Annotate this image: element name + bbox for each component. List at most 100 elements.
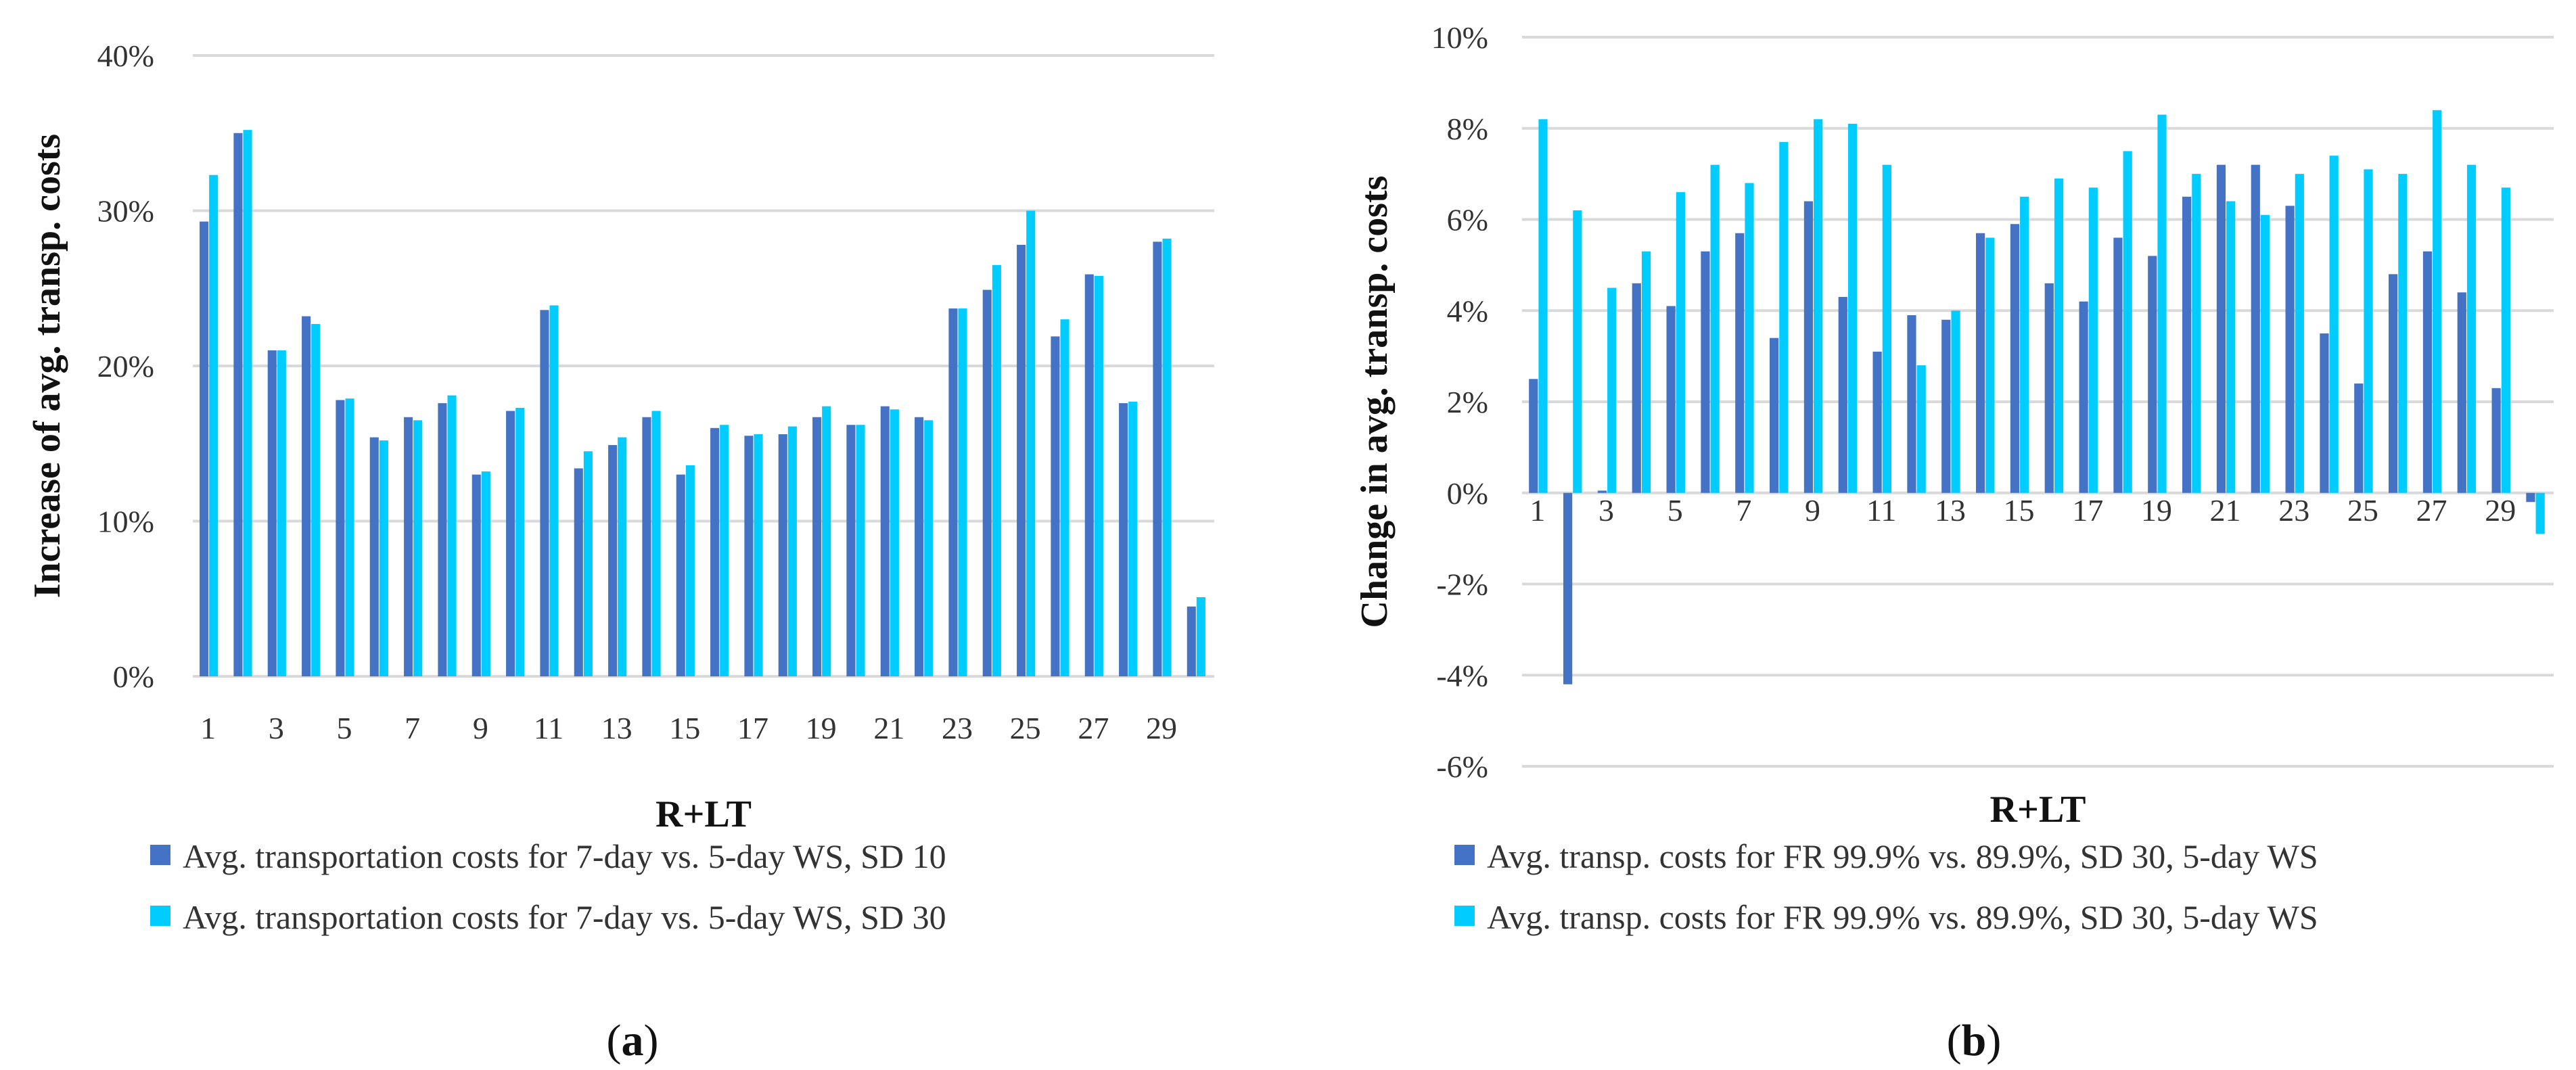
chart-b-bar-s2-cat3 xyxy=(1607,287,1617,493)
chart-a-bar-s2-cat20 xyxy=(856,425,865,676)
chart-b-bar-s2-cat26 xyxy=(2398,174,2408,493)
chart-a-x-tick-label: 13 xyxy=(601,711,632,745)
chart-a-legend-label-2: Avg. transportation costs for 7-day vs. … xyxy=(183,898,946,936)
chart-a-bar-s2-cat21 xyxy=(890,409,899,676)
chart-b-bar-s2-cat10 xyxy=(1847,124,1858,493)
chart-a-x-tick-label: 9 xyxy=(473,711,488,745)
chart-b-bar-s1-cat14 xyxy=(1976,233,1985,493)
chart-a-x-axis-title: R+LT xyxy=(656,793,752,835)
chart-b-x-tick-label: 13 xyxy=(1935,493,1966,528)
chart-b-bar-s2-cat20 xyxy=(2192,174,2201,493)
chart-b-y-tick-label: 10% xyxy=(1431,20,1488,55)
chart-b-y-tick-label: -4% xyxy=(1436,658,1488,693)
chart-a-bar-s2-cat22 xyxy=(924,420,934,676)
chart-a-bar-s2-cat5 xyxy=(345,398,354,676)
chart-b-bar-s2-cat24 xyxy=(2329,156,2339,493)
chart-b-bar-s2-cat28 xyxy=(2466,164,2477,493)
chart-a-x-tick-label: 7 xyxy=(405,711,420,745)
chart-b-bar-s2-cat11 xyxy=(1882,164,1891,493)
chart-a-bar-s1-cat7 xyxy=(404,417,413,676)
chart-b-bar-s1-cat2 xyxy=(1563,492,1573,684)
chart-b-x-tick-label: 3 xyxy=(1598,493,1614,528)
chart-a-bar-s2-cat6 xyxy=(379,440,388,676)
chart-a-bars xyxy=(200,130,1205,677)
chart-a-bar-s2-cat24 xyxy=(992,264,1001,676)
chart-a-bar-s2-cat30 xyxy=(1196,597,1205,676)
chart-b-bar-s2-cat15 xyxy=(2020,196,2029,493)
chart-b-legend-swatch-2 xyxy=(1454,906,1475,926)
chart-a-bar-s2-cat18 xyxy=(787,426,797,676)
chart-a-y-axis-title: Increase of avg. transp. costs xyxy=(26,134,68,598)
chart-b-bar-s2-cat1 xyxy=(1538,119,1548,493)
chart-b-x-tick-label: 9 xyxy=(1805,493,1820,528)
chart-b-bar-s1-cat10 xyxy=(1838,297,1847,493)
chart-a-bar-s2-cat25 xyxy=(1026,210,1036,676)
chart-b-bar-s2-cat25 xyxy=(2364,169,2373,493)
chart-a-bar-s2-cat29 xyxy=(1162,238,1172,676)
chart-b-x-tick-label: 15 xyxy=(2004,493,2035,528)
chart-a-bar-s2-cat9 xyxy=(481,471,490,676)
chart-b-bar-s2-cat5 xyxy=(1676,192,1685,493)
chart-a-legend-label-1: Avg. transportation costs for 7-day vs. … xyxy=(183,837,946,875)
chart-a-x-tick-label: 25 xyxy=(1010,711,1041,745)
chart-b-bar-s1-cat30 xyxy=(2526,492,2535,503)
chart-b-bar-s1-cat7 xyxy=(1735,233,1745,493)
chart-a-bar-s2-cat28 xyxy=(1128,401,1138,676)
chart-b-y-tick-label: -2% xyxy=(1436,567,1488,602)
chart-b-legend: Avg. transp. costs for FR 99.9% vs. 89.9… xyxy=(1454,837,2318,936)
chart-b-bar-s1-cat11 xyxy=(1872,351,1882,493)
chart-a-bar-s1-cat4 xyxy=(302,316,311,676)
chart-b-x-tick-label: 7 xyxy=(1736,493,1751,528)
chart-a-bar-s2-cat3 xyxy=(277,350,286,676)
chart-b-x-tick-label: 23 xyxy=(2278,493,2309,528)
chart-b-bar-s1-cat13 xyxy=(1941,319,1951,493)
chart-a-x-tick-label: 19 xyxy=(806,711,837,745)
chart-b-bar-s2-cat23 xyxy=(2295,174,2304,493)
chart-a-bar-s1-cat16 xyxy=(710,427,720,676)
chart-b-bar-s2-cat27 xyxy=(2433,110,2442,493)
chart-a-bar-s1-cat19 xyxy=(812,417,822,676)
chart-a-x-tick-label: 3 xyxy=(269,711,284,745)
chart-a-y-tick-label: 10% xyxy=(97,505,154,539)
chart-a-bar-s1-cat6 xyxy=(369,437,379,676)
chart-a-x-tick-label: 27 xyxy=(1078,711,1109,745)
chart-a-x-tick-label: 29 xyxy=(1146,711,1177,745)
chart-b-bar-s1-cat29 xyxy=(2491,388,2501,493)
chart-a-x-tick-label: 11 xyxy=(534,711,564,745)
chart-b-bar-s2-cat14 xyxy=(1985,237,1995,493)
chart-b-bar-s2-cat19 xyxy=(2157,114,2167,493)
chart-a-y-tick-labels: 0% 10% 20% 30% 40% xyxy=(97,39,154,694)
chart-b-bar-s1-cat26 xyxy=(2389,274,2398,493)
chart-a-bar-s2-cat8 xyxy=(447,395,457,676)
chart-b-bars xyxy=(1529,110,2545,684)
chart-a-x-tick-label: 1 xyxy=(200,711,216,745)
chart-a-bar-s2-cat16 xyxy=(720,425,729,676)
chart-b-bar-s2-cat16 xyxy=(2054,178,2064,493)
chart-b-bar-s1-cat6 xyxy=(1701,251,1710,493)
chart-b-y-tick-label: 8% xyxy=(1447,112,1488,146)
chart-b-bar-s1-cat12 xyxy=(1907,315,1916,493)
chart-b-bar-s1-cat5 xyxy=(1666,306,1676,493)
chart-b-bar-s1-cat8 xyxy=(1770,338,1779,493)
chart-b-y-tick-label: -6% xyxy=(1436,749,1488,784)
chart-a-bar-s1-cat1 xyxy=(200,221,209,676)
chart-b-bar-s1-cat17 xyxy=(2079,301,2088,493)
chart-b-y-tick-labels: -6% -4% -2% 0% 2% 4% 6% 8% 10% xyxy=(1431,20,1488,784)
chart-b-bar-s2-cat4 xyxy=(1641,251,1651,493)
chart-a-bar-s2-cat4 xyxy=(311,324,321,676)
chart-a-bar-s1-cat29 xyxy=(1153,241,1162,676)
chart-a-x-tick-label: 15 xyxy=(669,711,700,745)
chart-b-bar-s1-cat3 xyxy=(1597,490,1607,493)
chart-b-y-axis-title: Change in avg. transp. costs xyxy=(1354,176,1396,628)
chart-b-bar-s1-cat27 xyxy=(2422,251,2433,493)
chart-b-x-tick-label: 27 xyxy=(2416,493,2447,528)
chart-b-bar-s1-cat21 xyxy=(2216,164,2226,493)
chart-b-bar-s2-cat9 xyxy=(1814,119,1823,493)
chart-a-bar-s2-cat11 xyxy=(549,305,559,676)
chart-a-x-tick-label: 23 xyxy=(942,711,973,745)
chart-b-x-tick-label: 5 xyxy=(1668,493,1683,528)
chart-b-legend-swatch-1 xyxy=(1454,845,1475,865)
chart-b-x-tick-label: 11 xyxy=(1866,493,1896,528)
chart-b-bar-s2-cat7 xyxy=(1745,183,1754,493)
chart-a-bar-s1-cat24 xyxy=(982,289,992,676)
